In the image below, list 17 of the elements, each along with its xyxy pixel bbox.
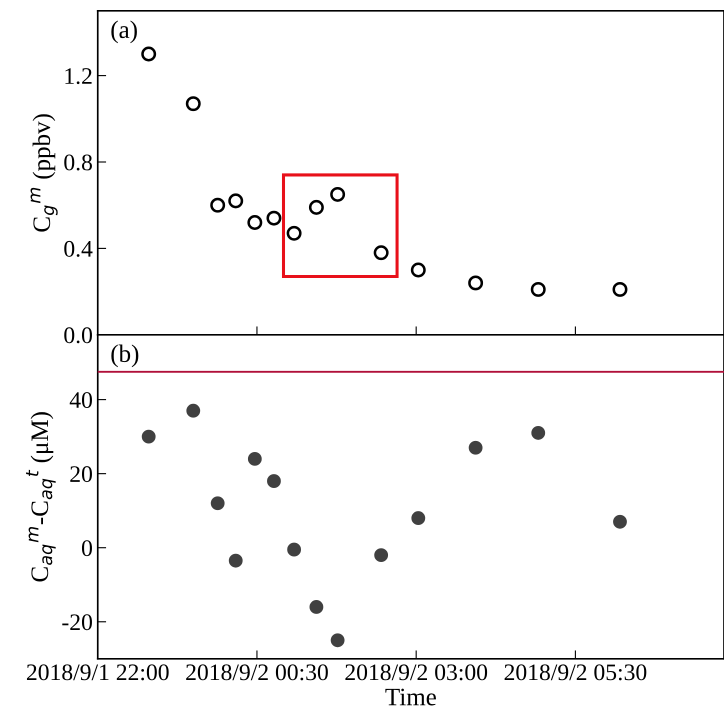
y-axis-title: C$_{aq}$$^{m}$-C$_{aq}$$^{t}$ (μM) xyxy=(26,412,56,582)
annotation: (a) xyxy=(111,20,137,44)
x-tick-label: 2018/9/1 22:00 xyxy=(26,664,169,680)
x-tick-label: 2018/9/2 00:30 xyxy=(186,664,328,680)
annotation: (b) xyxy=(111,344,138,368)
y-tick-label: 40 xyxy=(70,392,92,408)
y-tick-label: 0 xyxy=(82,540,92,556)
y-tick-label: 0.8 xyxy=(64,154,92,171)
x-axis-title: Time xyxy=(385,688,436,706)
y-tick-label: 0.4 xyxy=(64,240,93,257)
y-tick-label: -20 xyxy=(62,614,92,630)
y-tick-label: 20 xyxy=(70,466,92,482)
x-tick-label: 2018/9/2 05:30 xyxy=(504,664,646,680)
y-tick-label: 0.0 xyxy=(64,327,92,344)
x-tick-label: 2018/9/2 03:00 xyxy=(345,664,488,680)
y-axis-title: C$_{g}$$^{m}$ (ppbv) xyxy=(30,114,58,232)
y-tick-label: 1.2 xyxy=(65,68,92,84)
